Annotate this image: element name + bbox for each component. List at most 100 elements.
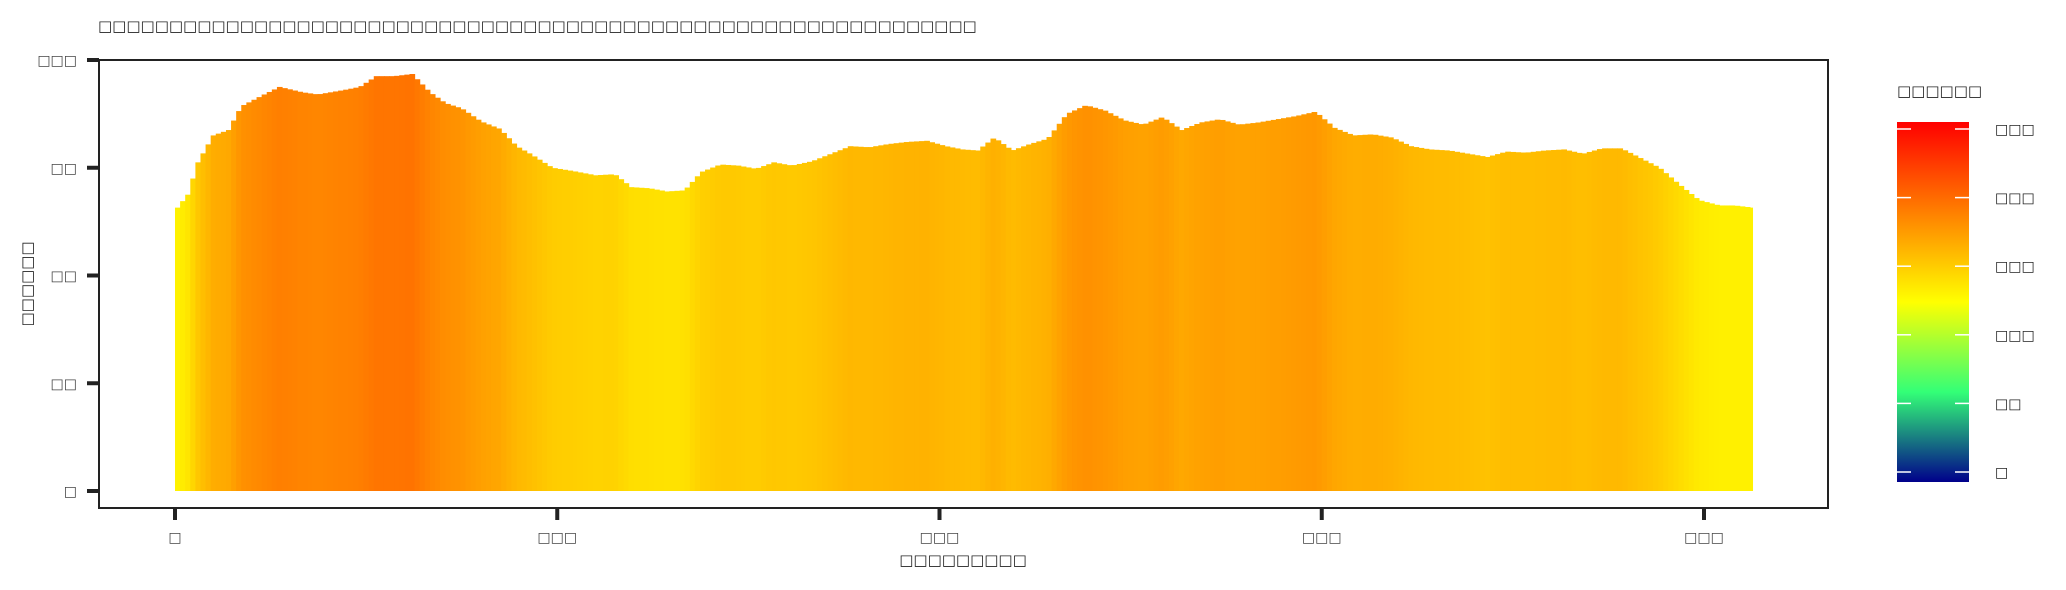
bar xyxy=(1709,203,1715,491)
bar xyxy=(1143,123,1150,491)
bar xyxy=(1719,205,1725,491)
bar xyxy=(1398,141,1404,491)
bar xyxy=(338,90,344,491)
bar xyxy=(868,147,874,491)
bar xyxy=(1423,148,1430,492)
bar xyxy=(1540,150,1547,491)
legend-tick-label: □□ xyxy=(1995,396,2021,412)
bar xyxy=(786,165,793,491)
bar xyxy=(1377,135,1384,491)
bar xyxy=(1117,118,1124,492)
bar xyxy=(429,94,436,492)
bar xyxy=(857,146,864,491)
bar xyxy=(358,86,365,492)
bar xyxy=(975,150,981,491)
bar xyxy=(1505,151,1511,491)
bar xyxy=(1189,126,1195,491)
bar xyxy=(1066,112,1073,491)
bar xyxy=(1433,149,1440,492)
bar xyxy=(1112,115,1119,491)
bar xyxy=(1698,200,1705,491)
bar xyxy=(689,181,696,492)
bar xyxy=(373,76,380,491)
bar xyxy=(1036,141,1043,491)
bar xyxy=(225,130,232,492)
bar xyxy=(863,147,869,491)
x-tick-label: □□□ xyxy=(1684,530,1724,546)
bar xyxy=(1393,139,1399,492)
bar xyxy=(1306,113,1313,491)
bar xyxy=(577,172,584,492)
bar xyxy=(1535,151,1542,492)
bar xyxy=(526,153,533,491)
bar xyxy=(623,183,630,492)
bar xyxy=(1316,114,1323,491)
bar xyxy=(465,112,472,492)
bar xyxy=(541,162,548,491)
bar xyxy=(343,89,349,492)
bar xyxy=(1688,194,1695,491)
bar xyxy=(633,187,640,491)
bar xyxy=(1663,173,1669,491)
bar xyxy=(1097,109,1104,492)
bar xyxy=(1173,126,1180,491)
bar xyxy=(1500,152,1506,492)
bar xyxy=(1357,135,1364,491)
bar xyxy=(1133,122,1139,492)
bar xyxy=(1459,152,1466,492)
bar xyxy=(1286,117,1292,491)
legend-tick-label: □□□ xyxy=(1995,259,2035,275)
bar xyxy=(929,142,936,491)
bar xyxy=(1372,134,1379,491)
bar xyxy=(1275,119,1282,492)
bar xyxy=(1168,123,1175,491)
bar xyxy=(455,107,462,492)
bar xyxy=(485,124,492,492)
bar xyxy=(1362,134,1369,491)
bar xyxy=(1627,152,1634,491)
bar xyxy=(1525,152,1532,491)
bar xyxy=(1581,153,1588,491)
bar xyxy=(1326,123,1333,491)
bar xyxy=(1301,114,1308,491)
bar xyxy=(1622,150,1629,492)
bar xyxy=(796,163,803,492)
bar xyxy=(1413,147,1420,491)
x-tick-label: □ xyxy=(168,530,181,546)
bar xyxy=(475,119,482,491)
y-tick-label: □ xyxy=(64,484,77,500)
bar xyxy=(302,92,309,492)
bar xyxy=(699,171,706,491)
bar xyxy=(1138,124,1144,491)
bar xyxy=(964,149,971,492)
bar xyxy=(847,146,854,491)
bar xyxy=(715,165,721,491)
bar xyxy=(638,187,645,491)
y-tick-label: □□ xyxy=(51,269,77,285)
x-tick-label: □□□ xyxy=(1302,530,1342,546)
bar xyxy=(1046,137,1053,491)
bar xyxy=(608,174,614,491)
bar xyxy=(990,138,997,491)
bar xyxy=(1469,154,1476,491)
bar xyxy=(817,158,823,491)
bar xyxy=(613,175,620,491)
bar xyxy=(791,165,798,491)
bar xyxy=(1296,115,1302,492)
bar xyxy=(348,88,354,492)
bar xyxy=(1484,156,1491,492)
bar xyxy=(919,141,925,491)
x-tick-label: □□□ xyxy=(537,530,577,546)
bar xyxy=(1082,105,1088,491)
bar xyxy=(287,89,293,491)
bar xyxy=(1612,148,1618,492)
bar xyxy=(378,76,385,491)
bar xyxy=(205,144,212,491)
y-tick-label: □□ xyxy=(51,161,77,177)
bar xyxy=(562,169,569,491)
bar xyxy=(501,132,507,491)
bar xyxy=(776,163,783,492)
legend-tick-label: □□□ xyxy=(1995,328,2035,344)
bar xyxy=(261,94,268,491)
legend-tick-label: □□□ xyxy=(1995,122,2035,138)
